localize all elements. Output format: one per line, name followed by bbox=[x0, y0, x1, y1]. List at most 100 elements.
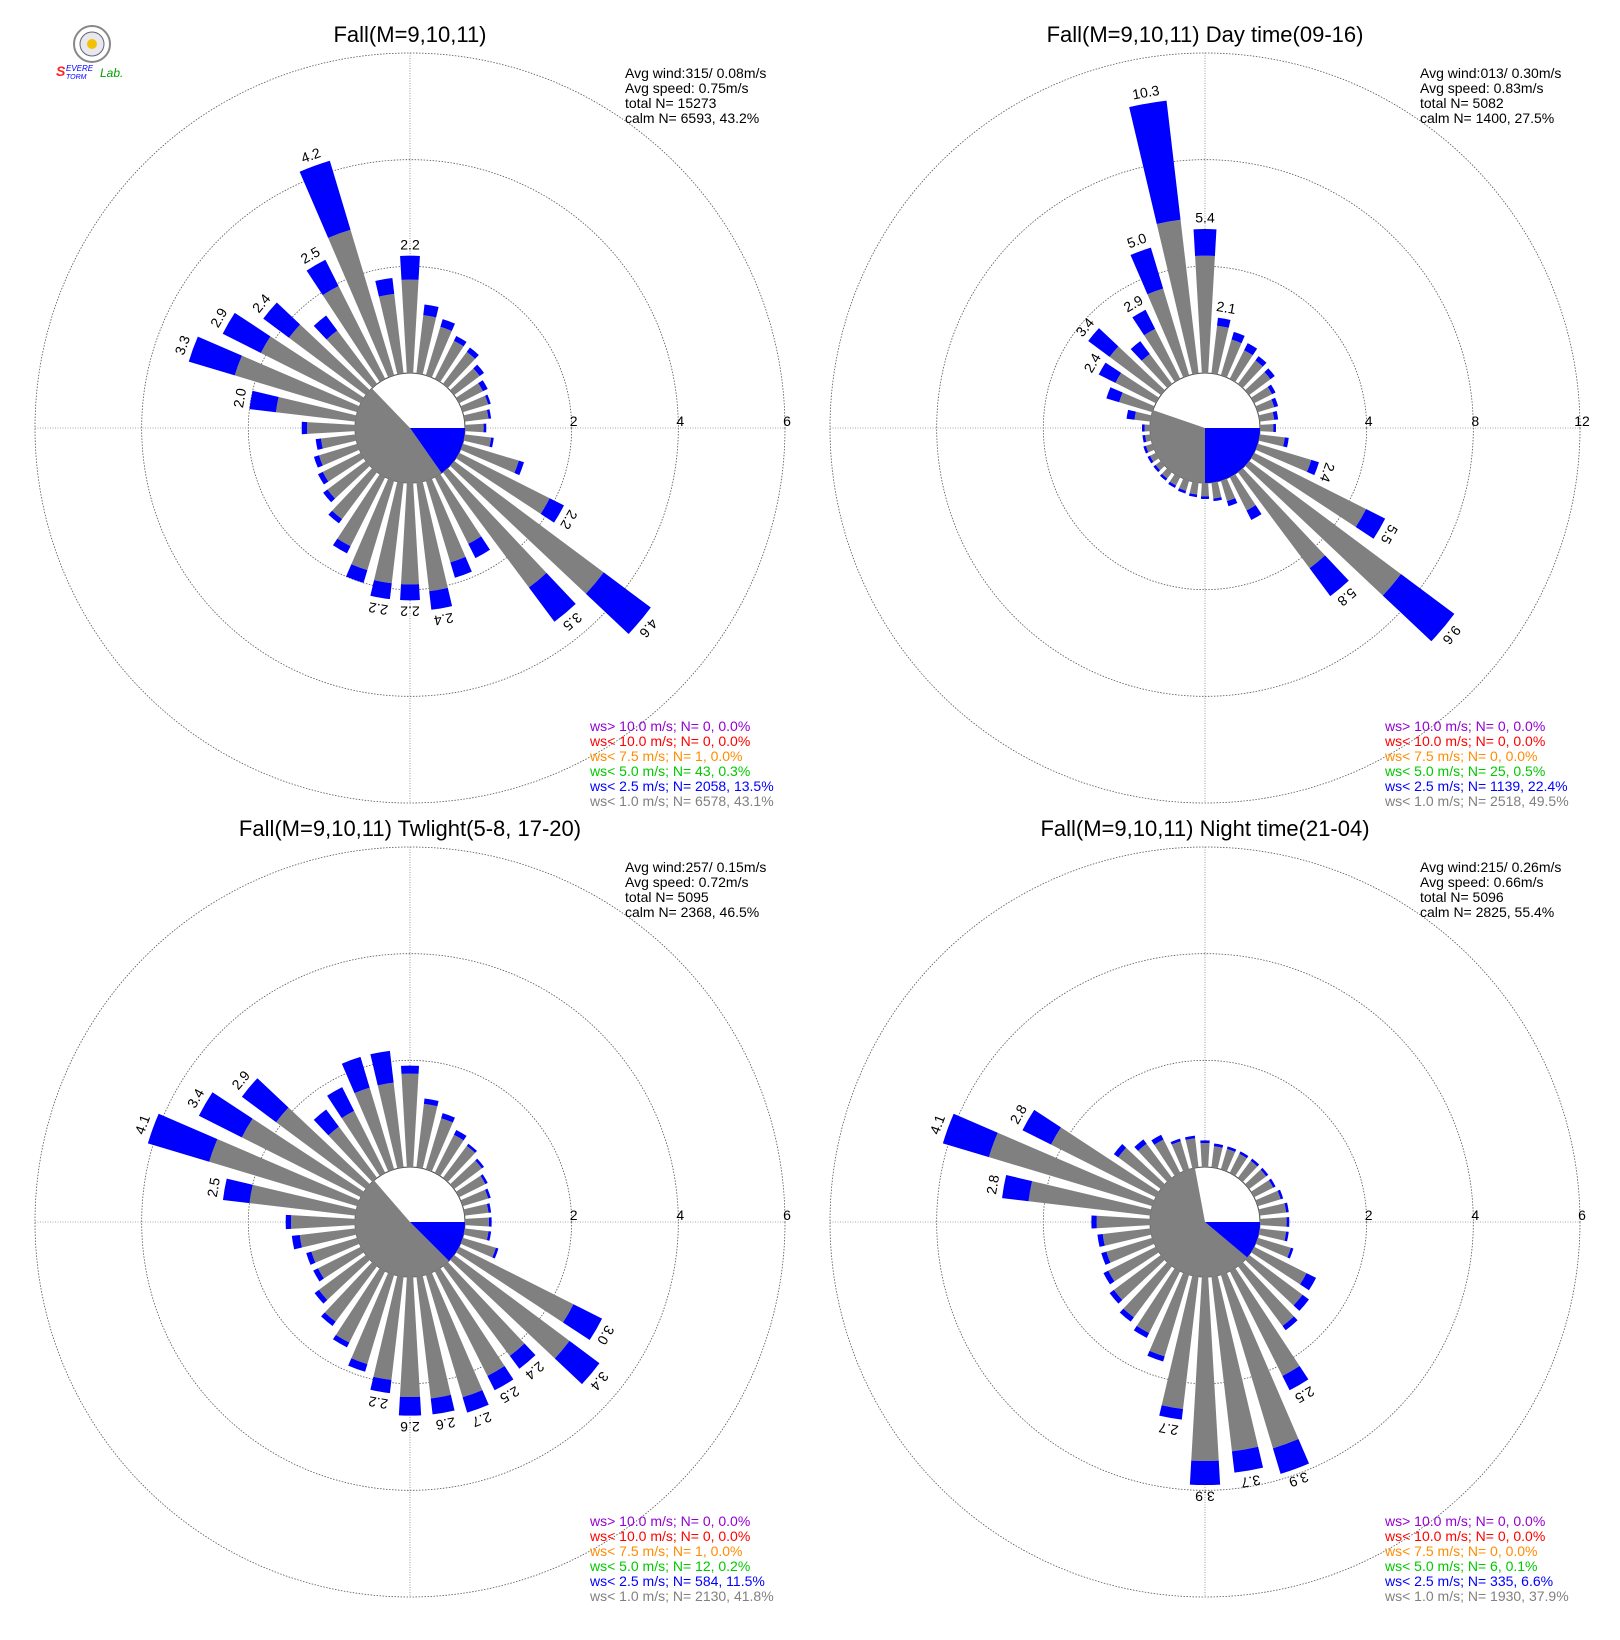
bar-segment-calm bbox=[1237, 1262, 1294, 1326]
bar-segment-calm bbox=[335, 1267, 386, 1343]
bar-segment-calm bbox=[1189, 481, 1199, 495]
bar-segment-calm bbox=[425, 1118, 453, 1172]
bar-segment-calm bbox=[1237, 1160, 1258, 1182]
bar-segment-blue bbox=[453, 335, 467, 347]
ring-label: 4 bbox=[676, 1207, 684, 1223]
bar-segment-calm bbox=[1147, 288, 1190, 378]
bar-label: 3.3 bbox=[171, 333, 193, 357]
bar-segment-blue bbox=[317, 471, 329, 485]
bar-segment-blue bbox=[1153, 464, 1161, 473]
bar-segment-blue bbox=[423, 304, 439, 318]
bar-segment-calm bbox=[1096, 1215, 1151, 1229]
stat-line: Avg speed: 0.75m/s bbox=[625, 80, 748, 96]
bar-segment-blue bbox=[370, 1050, 394, 1086]
legend-entry: ws< 2.5 m/s; N= 584, 11.5% bbox=[589, 1573, 765, 1589]
bar-segment-calm bbox=[1250, 452, 1367, 528]
calm-blue-sector bbox=[410, 1222, 465, 1261]
bar-segment-blue bbox=[1159, 1405, 1184, 1420]
ring-label: 2 bbox=[570, 413, 578, 429]
bar-segment-calm bbox=[416, 315, 437, 375]
bar-segment-calm bbox=[1171, 1141, 1190, 1172]
bar-segment-calm bbox=[1191, 1276, 1219, 1461]
bar-segment-calm bbox=[327, 460, 370, 499]
bar-segment-calm bbox=[1118, 1147, 1165, 1190]
bar-segment-blue bbox=[315, 438, 323, 450]
bar-segment-calm bbox=[442, 1145, 476, 1182]
bar-segment-blue bbox=[1106, 387, 1123, 403]
bar-segment-blue bbox=[509, 1343, 536, 1369]
bar-segment-blue bbox=[1284, 1202, 1289, 1213]
bar-segment-calm bbox=[460, 443, 519, 473]
bar-segment-blue bbox=[485, 1188, 491, 1199]
bar-segment-calm bbox=[425, 478, 466, 563]
legend-entry: ws< 5.0 m/s; N= 6, 0.1% bbox=[1384, 1558, 1538, 1574]
bar-segment-blue bbox=[1272, 411, 1279, 420]
bar-segment-calm bbox=[354, 1087, 395, 1172]
bar-segment-calm bbox=[416, 1103, 438, 1169]
bar-segment-blue bbox=[1277, 1189, 1284, 1200]
bar-segment-blue bbox=[486, 409, 492, 419]
stat-line: Avg wind:257/ 0.15m/s bbox=[625, 859, 766, 875]
bar-segment-blue bbox=[1268, 1178, 1276, 1188]
bar-segment-blue bbox=[480, 1174, 488, 1185]
bar-segment-blue bbox=[1239, 1151, 1249, 1159]
bar-segment-blue bbox=[485, 394, 491, 405]
bar-segment-calm bbox=[1155, 460, 1165, 471]
bar-segment-calm bbox=[291, 1215, 356, 1229]
bar-segment-blue bbox=[1217, 317, 1231, 328]
bar-segment-calm bbox=[450, 460, 604, 594]
bar-segment-blue bbox=[306, 259, 339, 296]
bar-segment-blue bbox=[263, 302, 301, 338]
bar-segment-calm bbox=[337, 473, 386, 547]
bar-segment-blue bbox=[370, 580, 392, 600]
bar-label: 2.5 bbox=[204, 1176, 223, 1198]
legend-entry: ws> 10.0 m/s; N= 0, 0.0% bbox=[1384, 1513, 1545, 1529]
bar-label: 2.0 bbox=[230, 387, 249, 409]
bar-segment-blue bbox=[370, 1376, 392, 1394]
bar-segment-blue bbox=[1103, 1270, 1115, 1285]
calm-blue-sector bbox=[1205, 1222, 1260, 1258]
bar-segment-calm bbox=[464, 1217, 490, 1227]
ring-label: 4 bbox=[676, 413, 684, 429]
bar-segment-blue bbox=[1142, 435, 1147, 443]
bar-label: 3.9 bbox=[1287, 1469, 1311, 1491]
wind-rose-panel-3: 2 4 63.03.42.42.52.72.62.62.22.54.13.42.9F… bbox=[34, 816, 791, 1604]
bar-segment-blue bbox=[301, 421, 308, 435]
calm-gray-sector bbox=[1150, 410, 1205, 483]
bar-segment-blue bbox=[1282, 1366, 1309, 1391]
bar-segment-blue bbox=[942, 1113, 998, 1158]
bar-segment-calm bbox=[1220, 1148, 1236, 1172]
svg-text:S: S bbox=[56, 63, 66, 79]
bar-label: 2.4 bbox=[1317, 461, 1339, 485]
bar-segment-calm bbox=[332, 468, 378, 520]
bar-segment-calm bbox=[434, 473, 482, 544]
bar-segment-blue bbox=[1271, 397, 1279, 408]
ring-label: 6 bbox=[783, 413, 791, 429]
bar-segment-blue bbox=[440, 319, 455, 331]
stat-line: calm N= 1400, 27.5% bbox=[1420, 110, 1554, 126]
bar-segment-calm bbox=[442, 1262, 525, 1356]
bar-segment-calm bbox=[328, 229, 395, 378]
bar-segment-calm bbox=[1255, 1237, 1291, 1258]
legend-entry: ws< 7.5 m/s; N= 1, 0.0% bbox=[589, 748, 743, 764]
ring-label: 2 bbox=[1365, 1207, 1373, 1223]
bar-segment-calm bbox=[1051, 1127, 1160, 1198]
stat-line: Avg speed: 0.83m/s bbox=[1420, 80, 1543, 96]
bar-segment-calm bbox=[1145, 443, 1155, 453]
bar-segment-calm bbox=[1229, 350, 1253, 383]
ring-3 bbox=[829, 52, 1581, 804]
legend-entry: ws< 7.5 m/s; N= 0, 0.0% bbox=[1384, 748, 1538, 764]
bar-segment-blue bbox=[1188, 493, 1198, 498]
bar-segment-calm bbox=[1220, 478, 1236, 502]
bar-segment-blue bbox=[585, 572, 651, 634]
legend-entry: ws< 1.0 m/s; N= 2130, 41.8% bbox=[589, 1588, 774, 1604]
legend-entry: ws< 10.0 m/s; N= 0, 0.0% bbox=[1384, 733, 1545, 749]
bar-label: 2.1 bbox=[1215, 298, 1237, 317]
bar-segment-blue bbox=[147, 1113, 218, 1162]
bar-segment-blue bbox=[1088, 328, 1119, 357]
bar-segment-blue bbox=[1022, 1109, 1061, 1145]
bar-segment-blue bbox=[1273, 423, 1277, 433]
stat-line: calm N= 2368, 46.5% bbox=[625, 904, 759, 920]
bar-segment-calm bbox=[1136, 1267, 1181, 1334]
bar-label: 2.4 bbox=[433, 610, 455, 629]
